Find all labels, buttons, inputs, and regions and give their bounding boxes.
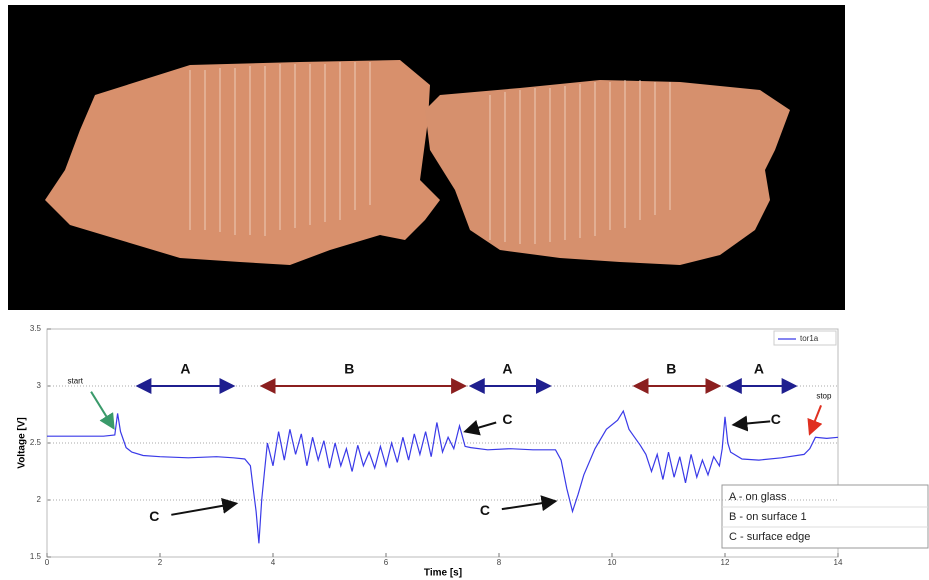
annotation-arrow (731, 415, 771, 432)
key-entry: A - on glass (729, 491, 787, 503)
annotation-arrow (807, 405, 823, 436)
annotation: A (180, 361, 190, 377)
annotation: A (502, 361, 512, 377)
y-tick-label: 1.5 (30, 552, 42, 561)
annotation: B (344, 361, 354, 377)
annotation: A (754, 361, 764, 377)
annotation-arrow (501, 495, 558, 512)
data-line (47, 409, 839, 544)
x-tick-label: 10 (608, 558, 617, 567)
annotation: start (67, 377, 83, 386)
annotation-arrow (90, 391, 115, 430)
annotation: C (502, 411, 512, 427)
x-tick-label: 14 (834, 558, 843, 567)
x-tick-label: 8 (497, 558, 502, 567)
annotation: C (480, 502, 490, 518)
x-tick-label: 4 (271, 558, 276, 567)
annotation: stop (816, 391, 832, 400)
photo (8, 5, 845, 310)
y-axis-label: Voltage [V] (17, 417, 28, 468)
y-tick-label: 2 (37, 495, 42, 504)
y-tick-label: 2.5 (30, 438, 42, 447)
x-axis-label: Time [s] (424, 568, 462, 579)
annotation-arrow (171, 497, 239, 516)
annotation: B (666, 361, 676, 377)
legend-box (773, 330, 837, 346)
key-entry: C - surface edge (729, 531, 810, 543)
annotation: C (149, 508, 159, 524)
y-tick-label: 3 (37, 381, 42, 390)
y-tick-label: 3.5 (30, 324, 42, 333)
x-tick-label: 12 (721, 558, 730, 567)
x-tick-label: 6 (384, 558, 389, 567)
annotation: C (771, 411, 781, 427)
annotation-key: A - on glass B - on surface 1 C - surface … (721, 484, 929, 549)
x-tick-label: 2 (158, 558, 163, 567)
annotation-arrow (463, 419, 497, 436)
x-tick-label: 0 (45, 558, 50, 567)
key-entry: B - on surface 1 (729, 511, 807, 523)
legend-label: tor1a (800, 334, 819, 343)
